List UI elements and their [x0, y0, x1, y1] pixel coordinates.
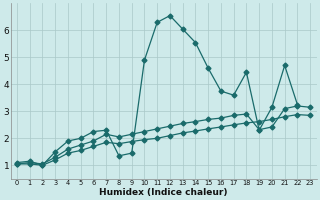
X-axis label: Humidex (Indice chaleur): Humidex (Indice chaleur) — [99, 188, 228, 197]
